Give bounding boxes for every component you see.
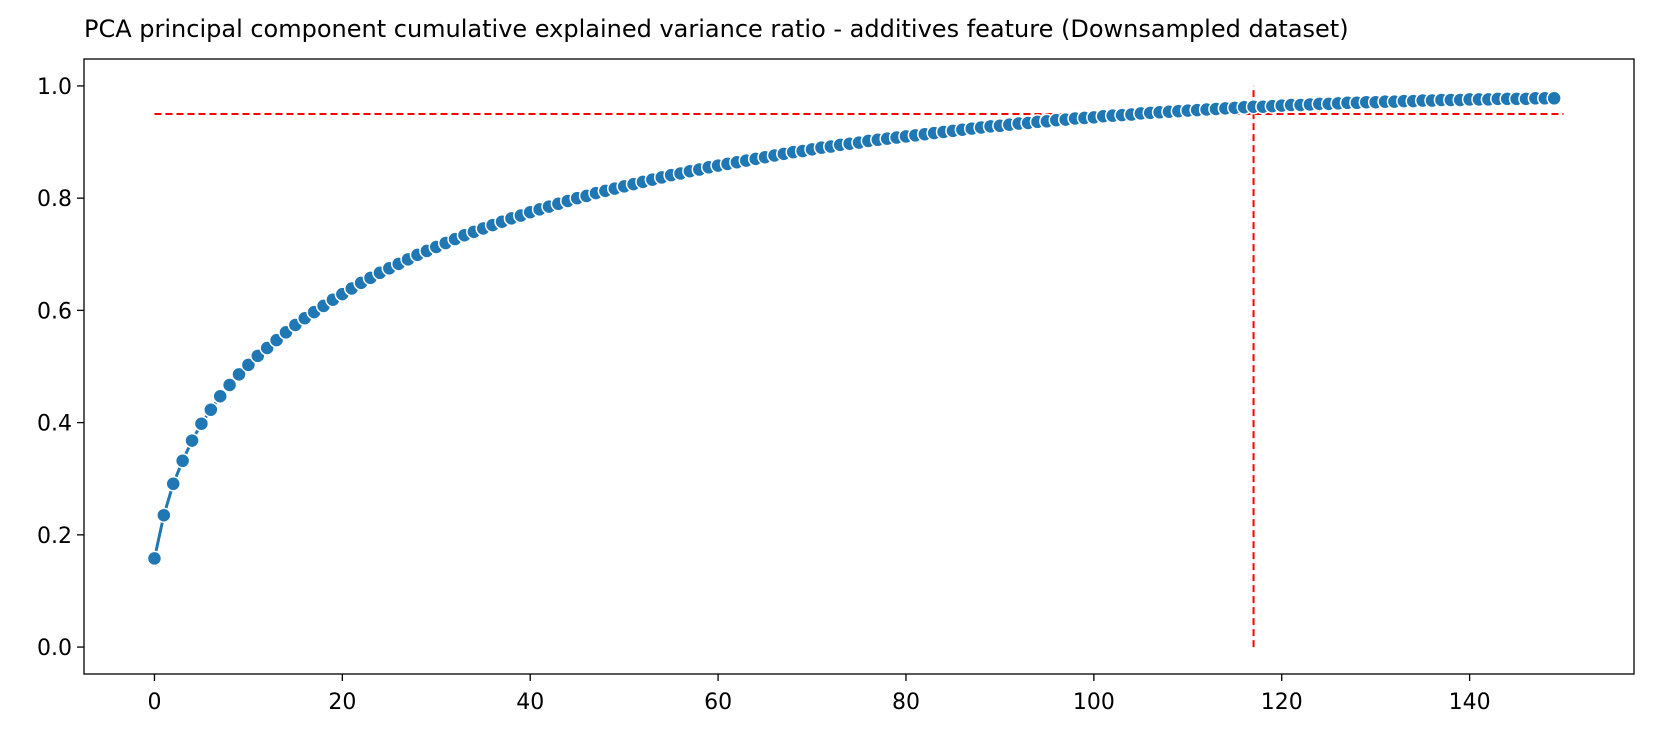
x-axis: 0 20 40 60 80 100 120 140 [147,674,1491,715]
data-point [146,550,163,567]
y-tick-label: 1.0 [37,75,72,100]
data-point [156,507,172,523]
x-tick-label: 60 [704,690,732,715]
data-point [203,401,219,418]
data-point [174,453,191,469]
x-tick-label: 40 [516,690,544,715]
x-tick-label: 80 [892,690,920,715]
y-tick-label: 0.6 [37,299,72,324]
plot-frame [83,58,1635,675]
y-axis: 0.0 0.2 0.4 0.6 0.8 1.0 [37,75,84,661]
y-tick-label: 0.8 [37,187,72,212]
data-point [165,476,181,492]
x-tick-label: 100 [1073,690,1115,715]
data-point [231,366,247,383]
x-tick-label: 20 [328,690,356,715]
data-point [193,415,210,432]
data-point [184,432,200,449]
data-point [240,357,257,373]
x-tick-label: 0 [147,690,161,715]
x-tick-label: 140 [1449,690,1491,715]
x-tick-label: 120 [1261,690,1303,715]
y-tick-label: 0.2 [37,524,72,549]
reference-lines [154,85,1564,648]
data-point [212,388,228,404]
y-tick-label: 0.0 [37,636,72,661]
series-line-group [152,96,1555,559]
series-points-group [146,90,1562,567]
chart-title: PCA principal component cumulative expla… [84,15,1349,43]
data-point [1546,90,1562,107]
series-line [152,96,1555,559]
y-tick-label: 0.4 [37,412,72,437]
data-point [221,377,238,393]
